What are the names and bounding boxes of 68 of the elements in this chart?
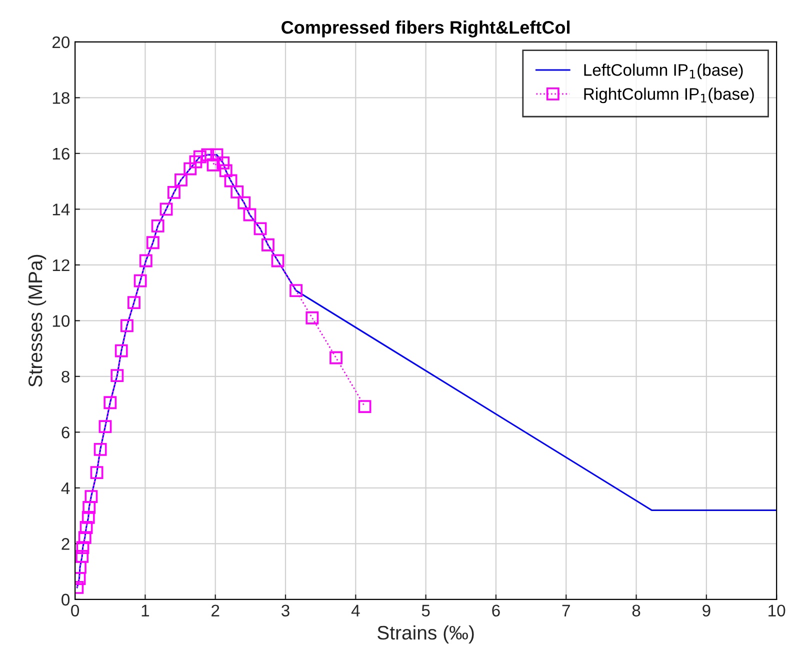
point: [230, 185, 244, 198]
y-tick-label: 18: [52, 92, 70, 104]
point: [174, 173, 188, 186]
point: [90, 466, 104, 480]
point: [193, 150, 206, 164]
point: [128, 296, 140, 310]
legend-label: RightColumn IP$_{1}$(base): [584, 88, 754, 104]
y-tick-label: 2: [62, 538, 70, 550]
point: [262, 238, 274, 252]
point: [134, 274, 147, 288]
point: [224, 174, 238, 188]
point: [110, 369, 124, 382]
legend-label: LeftColumn IP$_{1}$(base): [584, 64, 743, 80]
point: [271, 254, 284, 268]
point: [184, 162, 197, 176]
point: [80, 521, 93, 534]
point: [189, 155, 202, 168]
point: [219, 164, 232, 178]
point: [290, 284, 302, 298]
y-tick-label: 20: [52, 36, 70, 48]
point: [358, 400, 372, 413]
point: [201, 148, 214, 162]
y-tick-label: 8: [62, 370, 70, 383]
y-axis-title: Stresses (MPa): [28, 254, 46, 387]
y-tick-label: 12: [52, 259, 70, 271]
point: [114, 344, 128, 358]
point: [306, 311, 319, 324]
point: [84, 490, 98, 504]
y-tick-label: 6: [62, 426, 70, 438]
point: [216, 156, 230, 170]
x-tick-label: 6: [492, 604, 500, 617]
point: [330, 351, 342, 364]
point: [94, 442, 107, 456]
point: [139, 254, 152, 268]
point: [238, 196, 251, 210]
point: [78, 531, 92, 544]
point: [98, 420, 112, 434]
point: [206, 158, 220, 172]
point: [146, 236, 160, 250]
x-tick-label: 9: [702, 604, 710, 617]
y-tick-label: 4: [61, 482, 70, 494]
x-tick-label: 5: [422, 604, 430, 617]
y-tick-label: 0: [62, 594, 70, 606]
y-tick-label: 10: [52, 315, 70, 327]
point: [243, 208, 256, 222]
point: [120, 319, 134, 332]
point: [160, 202, 173, 216]
point: [104, 396, 117, 410]
point: [76, 541, 90, 554]
chart-title: Compressed fibers Right&LeftCol: [282, 20, 570, 38]
x-tick-label: 7: [562, 604, 570, 616]
x-tick-label: 2: [212, 604, 220, 616]
point: [82, 510, 95, 524]
x-tick-label: 3: [282, 604, 290, 617]
x-tick-label: 10: [768, 604, 786, 617]
y-tick-label: 14: [52, 204, 70, 216]
x-tick-label: 0: [71, 604, 80, 617]
point: [168, 186, 180, 199]
y-tick-label: 16: [52, 148, 70, 160]
point: [82, 500, 96, 514]
x-axis-title: Strains (‰): [378, 625, 474, 644]
x-tick-label: 8: [632, 604, 640, 617]
point: [151, 219, 164, 232]
x-tick-label: 4: [351, 604, 360, 616]
point: [210, 148, 224, 162]
point: [254, 222, 267, 236]
point: [76, 550, 89, 563]
x-tick-label: 1: [142, 604, 150, 616]
